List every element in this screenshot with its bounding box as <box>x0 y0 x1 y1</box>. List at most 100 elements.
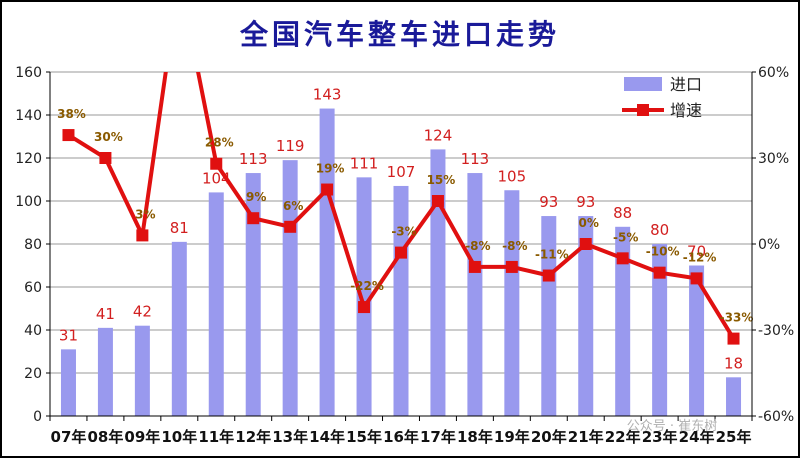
bar-label-6: 119 <box>276 137 305 155</box>
bar-10 <box>430 149 446 416</box>
left-tick-label-7: 140 <box>15 108 42 124</box>
line-marker-14 <box>579 238 592 250</box>
line-label-0: 38% <box>57 107 86 121</box>
category-label-14: 21年 <box>568 428 604 446</box>
line-marker-12 <box>505 260 518 273</box>
bar-label-9: 107 <box>387 163 416 181</box>
legend-bar-label: 进口 <box>670 75 702 94</box>
line-marker-8 <box>358 301 371 314</box>
bar-3 <box>171 241 187 416</box>
left-tick-label-5: 100 <box>15 194 42 210</box>
line-label-11: -8% <box>465 239 490 253</box>
category-label-9: 16年 <box>383 428 419 446</box>
bar-label-3: 81 <box>170 219 189 237</box>
line-label-5: 9% <box>246 190 266 204</box>
bar-series <box>60 108 742 417</box>
bar-5 <box>245 173 261 416</box>
line-label-17: -12% <box>683 250 717 264</box>
bar-13 <box>541 216 557 416</box>
bar-4 <box>208 192 224 416</box>
bar-label-11: 113 <box>461 150 490 168</box>
left-tick-label-0: 0 <box>33 409 42 425</box>
category-label-12: 19年 <box>494 428 530 446</box>
left-axis-ticks: 0 20 40 60 80 100 120 140 160 <box>15 65 50 425</box>
category-label-18: 25年 <box>716 428 752 446</box>
bar-12 <box>504 190 520 416</box>
category-label-4: 11年 <box>198 428 234 446</box>
line-marker-1 <box>99 152 112 164</box>
line-label-1: 30% <box>94 130 123 144</box>
bar-0 <box>60 349 76 416</box>
line-label-13: -11% <box>535 248 569 262</box>
line-marker-10 <box>431 195 444 207</box>
bar-label-18: 18 <box>724 354 743 372</box>
bar-8 <box>356 177 372 416</box>
bar-11 <box>467 173 483 416</box>
bar-18 <box>726 377 742 416</box>
bar-label-14: 93 <box>576 193 595 211</box>
bar-label-5: 113 <box>239 150 268 168</box>
line-marker-17 <box>690 272 703 285</box>
legend-line-marker <box>637 104 649 116</box>
right-axis-ticks: -60% -30% 0% 30% 60% <box>752 65 794 425</box>
legend-line-label: 增速 <box>670 101 702 120</box>
bar-16 <box>652 244 668 416</box>
bar-label-12: 105 <box>498 167 527 185</box>
line-label-10: 15% <box>427 173 456 187</box>
category-label-13: 20年 <box>531 428 567 446</box>
category-label-8: 15年 <box>346 428 382 446</box>
category-label-11: 18年 <box>457 428 493 446</box>
category-label-6: 13年 <box>272 428 308 446</box>
left-tick-label-3: 60 <box>24 280 42 296</box>
left-tick-label-6: 120 <box>15 151 42 167</box>
bar-label-13: 93 <box>539 193 558 211</box>
category-label-5: 12年 <box>235 428 271 446</box>
bar-17 <box>689 265 705 416</box>
left-tick-label-1: 20 <box>24 366 42 382</box>
category-label-2: 09年 <box>124 428 160 446</box>
right-tick-label-1: -30% <box>758 323 794 339</box>
category-label-17: 24年 <box>679 428 715 446</box>
category-label-16: 23年 <box>642 428 678 446</box>
line-marker-2 <box>136 229 149 242</box>
line-marker-13 <box>542 269 555 282</box>
line-label-12: -8% <box>502 239 527 253</box>
line-marker-9 <box>395 246 407 259</box>
category-label-1: 08年 <box>87 428 123 446</box>
bar-15 <box>615 226 631 416</box>
bar-14 <box>578 216 594 416</box>
category-label-10: 17年 <box>420 428 456 446</box>
line-label-7: 19% <box>316 162 345 176</box>
line-label-15: -5% <box>613 230 638 244</box>
right-tick-label-4: 60% <box>758 65 789 81</box>
bar-label-0: 31 <box>59 326 78 344</box>
line-marker-15 <box>616 252 629 265</box>
left-tick-label-8: 160 <box>15 65 42 81</box>
category-label-0: 07年 <box>51 428 87 446</box>
line-label-2: 3% <box>135 207 155 221</box>
chart-title: 全国汽车整车进口走势 <box>239 18 560 51</box>
bar-label-17: 70 <box>687 243 706 261</box>
category-label-3: 10年 <box>161 428 197 446</box>
line-label-6: 6% <box>283 199 303 213</box>
line-marker-11 <box>468 260 481 273</box>
bar-9 <box>393 185 409 416</box>
line-label-14: 0% <box>579 216 599 230</box>
bar-label-16: 80 <box>650 221 669 239</box>
bar-7 <box>319 108 335 417</box>
left-tick-label-2: 40 <box>24 323 42 339</box>
line-marker-16 <box>653 266 666 279</box>
line-marker-18 <box>727 332 740 345</box>
left-tick-label-4: 80 <box>24 237 42 253</box>
bar-label-15: 88 <box>613 204 632 222</box>
legend: 进口 增速 <box>622 75 702 120</box>
watermark: 公众号 · 崔东树 <box>627 418 717 434</box>
line-marker-5 <box>247 212 260 225</box>
line-marker-7 <box>321 183 334 196</box>
bar-label-7: 143 <box>313 86 342 104</box>
legend-bar-swatch <box>624 77 662 91</box>
category-labels: 07年 08年 09年 10年 11年 12年 13年 14年 15年 16年 17年 18年 19年 2… <box>51 428 752 446</box>
bar-1 <box>97 327 113 416</box>
right-tick-label-2: 0% <box>758 237 780 253</box>
